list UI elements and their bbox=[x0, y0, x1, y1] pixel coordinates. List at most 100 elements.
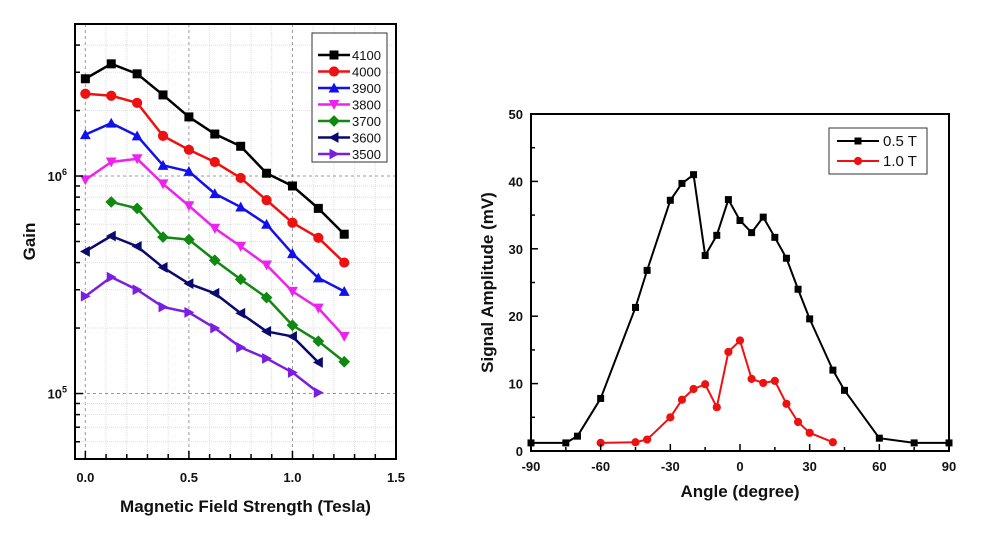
amplitude-vs-angle-chart: -90 -60 -30 0 30 60 90 0 10 20 30 40 50 0.5 T 1.0 T A… bbox=[478, 107, 956, 501]
data-point bbox=[157, 159, 169, 170]
data-point bbox=[105, 157, 117, 168]
right-x-axis-title: Angle (degree) bbox=[680, 482, 799, 501]
data-point bbox=[782, 254, 790, 262]
data-point bbox=[735, 336, 745, 345]
data-point bbox=[184, 307, 195, 318]
data-point bbox=[562, 439, 570, 447]
data-point bbox=[313, 203, 323, 213]
data-point bbox=[106, 59, 116, 69]
x-tick-label: 0 bbox=[736, 459, 743, 474]
data-point bbox=[183, 233, 195, 246]
y-tick-label: 40 bbox=[509, 174, 523, 189]
data-point bbox=[701, 252, 709, 260]
data-point bbox=[596, 438, 605, 448]
data-point bbox=[157, 231, 169, 243]
legend-marker bbox=[854, 137, 862, 145]
data-point bbox=[209, 188, 221, 199]
series-3800 bbox=[79, 154, 350, 342]
data-point bbox=[597, 394, 605, 402]
data-point bbox=[312, 272, 324, 283]
data-point bbox=[184, 112, 194, 122]
left-x-axis-title: Magnetic Field Strength (Tesla) bbox=[120, 497, 371, 516]
data-point bbox=[260, 291, 273, 304]
data-point bbox=[235, 201, 247, 212]
series-3600 bbox=[79, 230, 323, 368]
data-point bbox=[235, 172, 246, 184]
series-3700 bbox=[105, 196, 351, 368]
data-point bbox=[828, 438, 837, 447]
x-tick-label: 1.0 bbox=[283, 470, 301, 485]
data-point bbox=[338, 331, 350, 342]
data-point bbox=[183, 278, 194, 290]
data-point bbox=[339, 229, 349, 239]
data-point bbox=[209, 156, 220, 168]
data-point bbox=[712, 403, 721, 412]
data-point bbox=[80, 290, 91, 302]
data-point bbox=[157, 179, 169, 190]
legend-marker bbox=[329, 148, 340, 160]
data-point bbox=[643, 435, 652, 444]
data-point bbox=[782, 399, 791, 408]
tick-exponent: 6 bbox=[62, 167, 67, 177]
data-point bbox=[287, 248, 298, 259]
data-point bbox=[105, 230, 116, 242]
left-y-axis-title: Gain bbox=[20, 223, 39, 261]
data-point bbox=[678, 179, 686, 187]
legend-label: 3600 bbox=[352, 131, 381, 146]
data-point bbox=[666, 196, 674, 204]
x-tick-label: -30 bbox=[661, 459, 680, 474]
data-point bbox=[690, 171, 698, 179]
series-line bbox=[84, 275, 320, 394]
data-point bbox=[131, 154, 143, 165]
data-point bbox=[287, 331, 297, 342]
data-point bbox=[794, 285, 802, 293]
data-point bbox=[80, 74, 90, 84]
data-point bbox=[261, 326, 272, 337]
data-point bbox=[106, 271, 117, 283]
series-0.5-T bbox=[527, 171, 953, 447]
data-point bbox=[208, 254, 221, 267]
series-line bbox=[84, 121, 345, 293]
legend-marker bbox=[328, 115, 340, 127]
tick-base: 10 bbox=[48, 169, 62, 184]
right-legend: 0.5 T 1.0 T bbox=[828, 127, 928, 175]
data-point bbox=[631, 438, 640, 447]
legend-label: 4100 bbox=[352, 48, 381, 63]
data-point bbox=[573, 432, 581, 440]
data-point bbox=[131, 202, 143, 215]
x-tick-label: 30 bbox=[802, 459, 816, 474]
data-point bbox=[236, 141, 246, 151]
legend-label: 3900 bbox=[352, 81, 381, 96]
data-point bbox=[235, 307, 246, 319]
x-tick-label: 60 bbox=[872, 459, 886, 474]
data-point bbox=[261, 218, 272, 229]
legend-marker bbox=[328, 82, 340, 93]
data-point bbox=[79, 175, 91, 186]
data-point bbox=[105, 196, 118, 208]
legend-marker bbox=[328, 132, 339, 143]
series-4000 bbox=[80, 88, 350, 268]
data-point bbox=[748, 229, 756, 237]
data-point bbox=[236, 341, 247, 353]
legend-box bbox=[828, 127, 928, 175]
data-point bbox=[132, 284, 143, 296]
data-point bbox=[338, 285, 350, 296]
data-point bbox=[79, 246, 90, 257]
y-tick-label: 0 bbox=[516, 444, 523, 459]
data-point bbox=[287, 286, 298, 297]
data-point bbox=[910, 439, 918, 447]
legend-marker bbox=[328, 100, 340, 110]
data-point bbox=[805, 428, 814, 437]
data-point bbox=[736, 216, 744, 224]
tick-base: 10 bbox=[48, 387, 62, 402]
data-point bbox=[209, 223, 221, 234]
legend-label: 3700 bbox=[352, 114, 381, 129]
series-3500 bbox=[80, 271, 324, 398]
series-line bbox=[600, 339, 834, 444]
data-point bbox=[210, 129, 220, 139]
data-point bbox=[79, 129, 91, 140]
x-tick-label: 0.5 bbox=[180, 470, 198, 485]
